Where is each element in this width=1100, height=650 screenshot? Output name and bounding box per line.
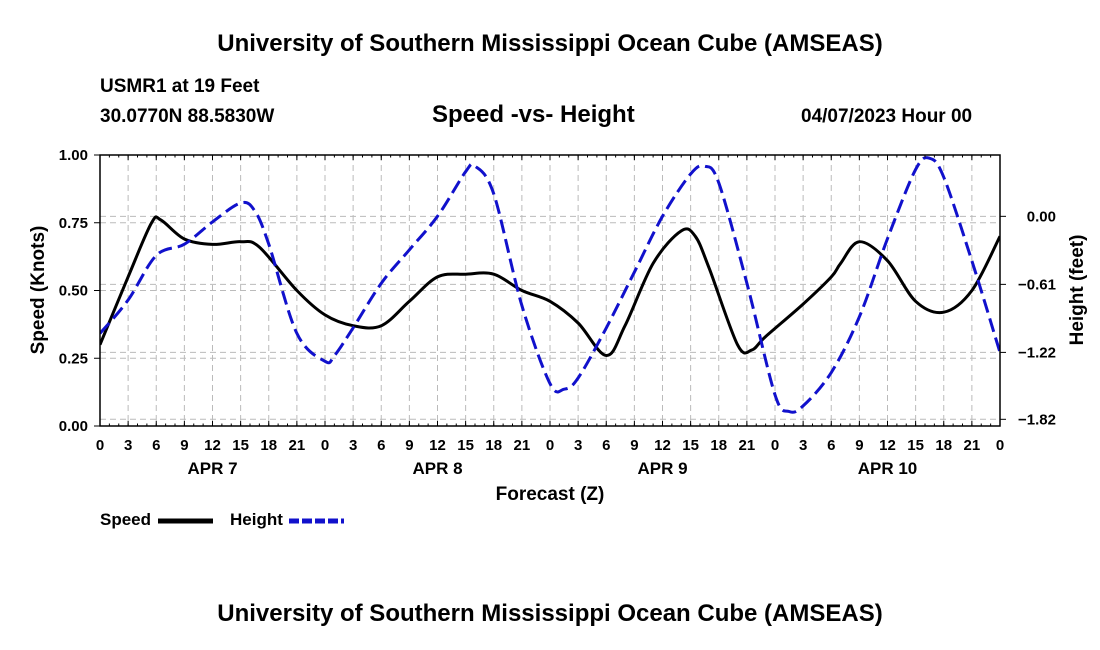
date-label: APR 10 [858,459,918,478]
footer-title: University of Southern Mississippi Ocean… [217,600,883,627]
page-title: University of Southern Mississippi Ocean… [217,30,883,57]
speed-height-chart: 0 3 6 9 12 15 18 21 0 3 6 9 12 15 18 21 0 3 6 9 12 15 18 21 0 3 6 9… [28,147,1088,505]
x-tick-label: 0 [546,437,554,454]
x-tick-label: 3 [349,437,357,454]
x-tick-label: 18 [710,437,727,454]
location-label: 30.0770N 88.5830W [100,106,275,127]
date-label: APR 7 [187,459,237,478]
y2-tick-label: −1.82 [1018,411,1056,428]
x-tick-label: 0 [321,437,329,454]
x-tick-label: 9 [630,437,638,454]
x-tick-label: 21 [964,437,981,454]
x-tick-label: 21 [514,437,531,454]
x-tick-label: 12 [429,437,446,454]
x-tick-label: 9 [405,437,413,454]
y-tick-label: 0.00 [59,418,88,435]
x-axis-title: Forecast (Z) [496,484,605,505]
legend-height-label: Height [230,510,283,529]
x-tick-label: 0 [96,437,104,454]
x-tick-label: 15 [457,437,474,454]
y2-tick-label: −0.61 [1018,276,1056,293]
x-tick-label: 6 [827,437,835,454]
y-tick-label: 0.75 [59,215,88,232]
x-tick-label: 18 [485,437,502,454]
chart-subtitle: Speed -vs- Height [432,101,635,128]
x-tick-label: 3 [799,437,807,454]
x-tick-label: 3 [574,437,582,454]
x-tick-label: 3 [124,437,132,454]
series-line-speed [100,215,1000,357]
y2-axis-title: Height (feet) [1067,235,1088,346]
y2-tick-label: −1.22 [1018,344,1056,361]
x-tick-label: 18 [935,437,952,454]
x-tick-label: 18 [260,437,277,454]
x-tick-label: 15 [232,437,249,454]
date-label: APR 9 [637,459,687,478]
datetime-label: 04/07/2023 Hour 00 [801,106,973,127]
y-tick-label: 1.00 [59,147,88,164]
x-tick-label: 9 [855,437,863,454]
x-tick-label: 0 [996,437,1004,454]
x-tick-label: 12 [879,437,896,454]
x-tick-label: 6 [152,437,160,454]
legend-speed-label: Speed [100,510,152,529]
y-tick-label: 0.50 [59,283,88,300]
x-tick-label: 15 [682,437,699,454]
y2-tick-label: 0.00 [1027,208,1056,225]
x-tick-label: 6 [377,437,385,454]
x-tick-label: 15 [907,437,924,454]
x-tick-label: 12 [204,437,221,454]
x-tick-label: 9 [180,437,188,454]
x-tick-label: 21 [289,437,306,454]
legend-height-swatch [289,518,344,524]
x-tick-label: 6 [602,437,610,454]
x-tick-label: 12 [654,437,671,454]
station-label: USMR1 at 19 Feet [100,76,260,97]
date-label: APR 8 [412,459,462,478]
y-tick-label: 0.25 [59,350,88,367]
series-line-height [100,156,1000,414]
x-tick-label: 0 [771,437,779,454]
y-axis-title: Speed (Knots) [28,226,49,355]
legend-speed-swatch [158,518,213,524]
x-tick-label: 21 [739,437,756,454]
